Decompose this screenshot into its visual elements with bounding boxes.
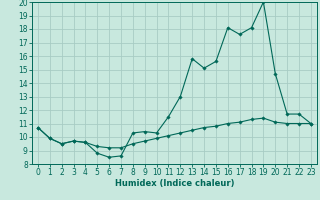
X-axis label: Humidex (Indice chaleur): Humidex (Indice chaleur) [115, 179, 234, 188]
